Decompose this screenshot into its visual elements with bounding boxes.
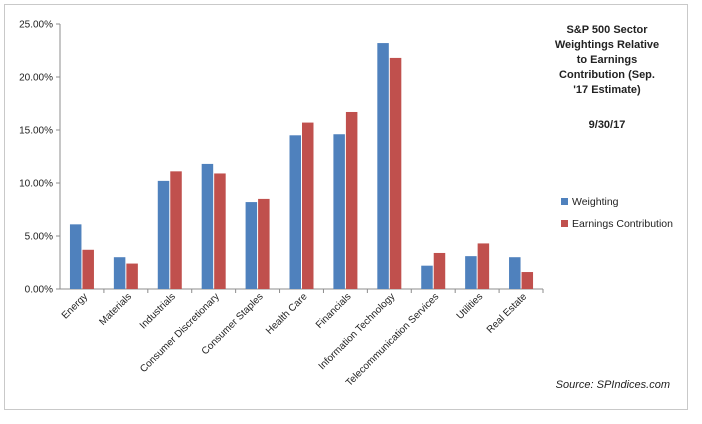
- bar-weighting: [113, 257, 126, 289]
- bar-weighting: [245, 202, 258, 289]
- y-tick-label: 0.00%: [25, 285, 53, 296]
- bar-earnings-contribution: [302, 122, 314, 289]
- x-category-label: Utilities: [455, 291, 486, 322]
- y-tick-label: 10.00%: [19, 179, 53, 190]
- bar-earnings-contribution: [258, 198, 270, 289]
- x-category-label: Materials: [98, 291, 134, 327]
- chart-legend: Weighting Earnings Contribution: [561, 196, 673, 230]
- x-category-label: Energy: [60, 291, 90, 321]
- y-tick-label: 5.00%: [25, 232, 53, 243]
- bar-earnings-contribution: [82, 249, 94, 289]
- bar-earnings-contribution: [521, 272, 534, 289]
- bar-weighting: [333, 134, 345, 289]
- y-tick-label: 15.00%: [19, 126, 53, 137]
- title-line: Contribution (Sep.: [559, 69, 655, 81]
- bar-weighting: [69, 224, 82, 289]
- bar-earnings-contribution: [126, 263, 138, 289]
- legend-label: Weighting: [572, 196, 619, 208]
- x-category-label: Industrials: [138, 291, 178, 331]
- chart-title: S&P 500 Sector Weightings Relative to Earn…: [555, 24, 659, 131]
- bar-weighting: [465, 256, 477, 289]
- bar-weighting: [289, 135, 301, 289]
- x-category-label: Information Technology: [317, 291, 398, 372]
- title-line: to Earnings: [577, 54, 638, 66]
- bar-weighting: [201, 163, 214, 289]
- x-category-label: Telecommunication Services: [344, 291, 441, 388]
- bar-earnings-contribution: [477, 243, 490, 289]
- x-category-label: Health Care: [264, 291, 310, 337]
- bar-earnings-contribution: [170, 171, 182, 289]
- chart-labels: 0.00% 5.00% 10.00% 15.00% 20.00% 25.00% Energy…: [19, 20, 529, 389]
- chart-axes: [56, 23, 544, 293]
- legend-swatch: [561, 198, 568, 205]
- title-line: Weightings Relative: [555, 39, 659, 51]
- bar-earnings-contribution: [214, 173, 226, 289]
- chart-date: 9/30/17: [589, 119, 626, 131]
- x-category-label: Financials: [314, 291, 354, 331]
- title-line: S&P 500 Sector: [566, 24, 648, 36]
- title-line: '17 Estimate): [573, 84, 641, 96]
- bar-earnings-contribution: [433, 252, 446, 289]
- bar-weighting: [509, 257, 521, 289]
- bar-earnings-contribution: [389, 57, 402, 289]
- source-note: Source: SPIndices.com: [556, 379, 670, 391]
- x-category-label: Consumer Discretionary: [138, 291, 222, 375]
- legend-label: Earnings Contribution: [572, 218, 673, 230]
- chart-bars: [69, 43, 534, 289]
- y-tick-label: 20.00%: [19, 73, 53, 84]
- x-category-label: Real Estate: [485, 291, 530, 336]
- legend-swatch: [561, 220, 568, 227]
- bar-weighting: [421, 265, 433, 289]
- bar-weighting: [377, 43, 389, 289]
- bar-weighting: [157, 180, 170, 289]
- bar-earnings-contribution: [345, 111, 358, 289]
- y-tick-label: 25.00%: [19, 20, 53, 31]
